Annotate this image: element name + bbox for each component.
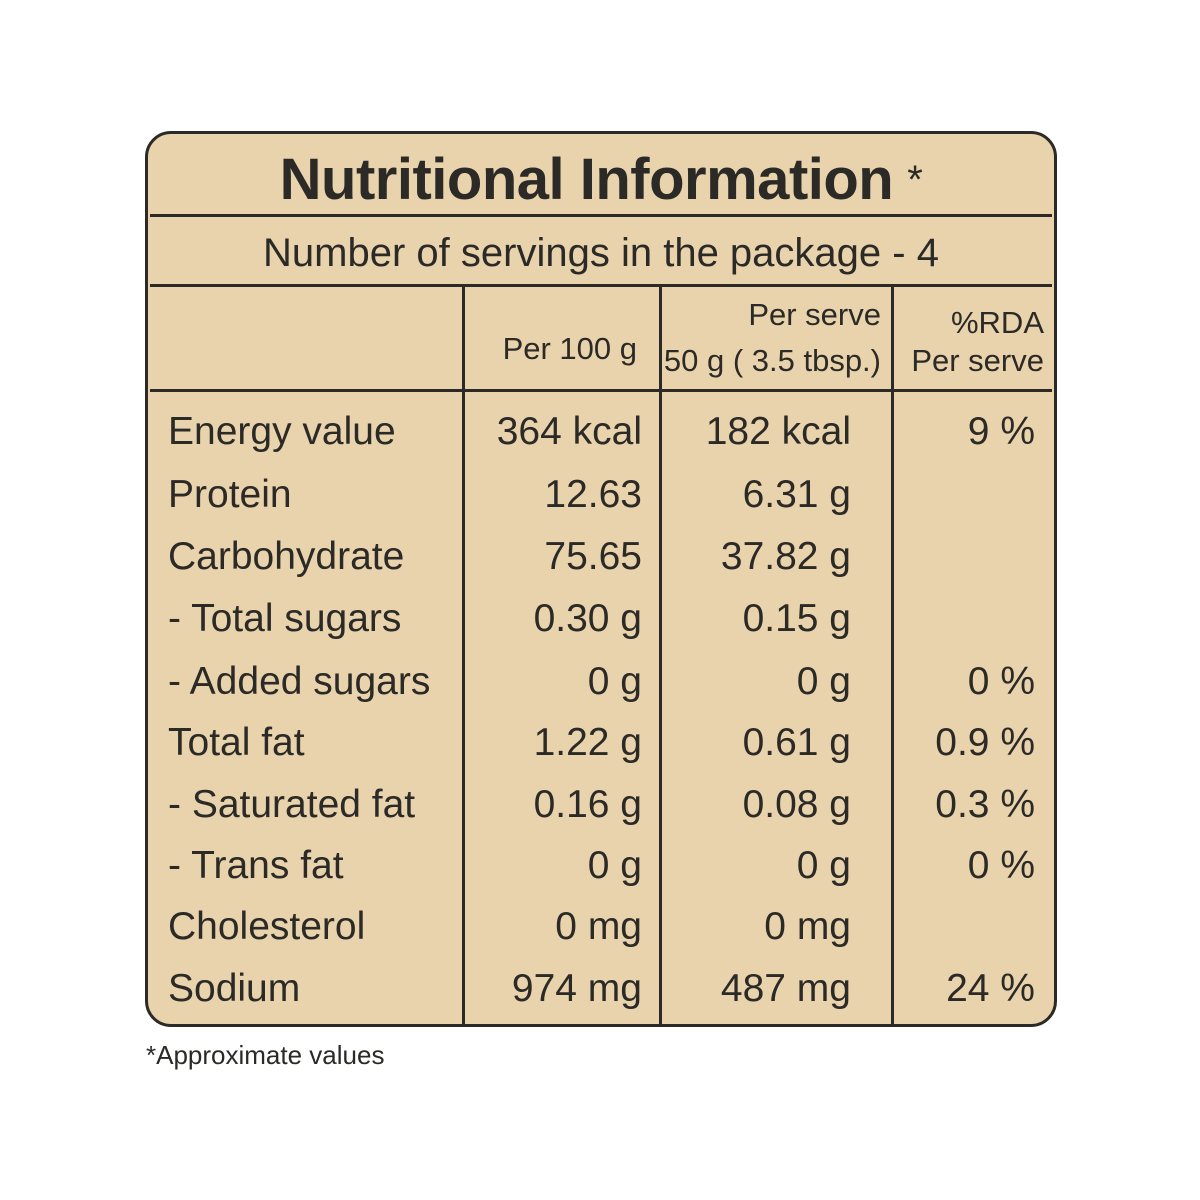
divider-header: [150, 389, 1052, 392]
nutrition-label: Nutritional Information * Number of servi…: [145, 131, 1057, 1027]
title-asterisk: *: [907, 158, 923, 202]
nutrient-row: - Trans fat 0 g 0 g 0 %: [148, 835, 1054, 897]
value-per-100g: 12.63: [544, 473, 642, 516]
nutrient-name: - Added sugars: [168, 660, 431, 703]
header-per-serve: Per serve: [748, 297, 881, 332]
value-per-serve: 0.61 g: [742, 721, 851, 764]
nutrient-name: Energy value: [168, 410, 396, 453]
nutrition-title: Nutritional Information *: [148, 148, 1054, 212]
value-rda: 0.9 %: [935, 721, 1035, 764]
column-divider-1: [462, 286, 465, 1024]
value-per-serve: 6.31 g: [742, 473, 851, 516]
value-per-100g: 0 mg: [555, 905, 642, 948]
value-per-serve: 37.82 g: [720, 535, 851, 578]
value-per-serve: 487 mg: [720, 967, 851, 1010]
nutrient-name: - Total sugars: [168, 597, 402, 640]
value-per-serve: 0.15 g: [742, 597, 851, 640]
nutrient-row: Protein 12.63 6.31 g: [148, 464, 1054, 526]
title-text: Nutritional Information: [279, 147, 894, 212]
nutrient-row: Sodium 974 mg 487 mg 24 %: [148, 958, 1054, 1020]
header-serve-size: 50 g ( 3.5 tbsp.): [663, 343, 881, 378]
divider-servings: [150, 284, 1052, 287]
value-per-100g: 1.22 g: [533, 721, 642, 764]
column-divider-2: [659, 286, 662, 1024]
value-per-100g: 0 g: [587, 844, 642, 887]
nutrient-row: Total fat 1.22 g 0.61 g 0.9 %: [148, 712, 1054, 774]
column-divider-3: [891, 286, 894, 1024]
servings-count: Number of servings in the package - 4: [263, 231, 939, 275]
value-per-100g: 75.65: [544, 535, 642, 578]
value-per-serve: 0.08 g: [742, 783, 851, 826]
nutrient-row: - Total sugars 0.30 g 0.15 g: [148, 588, 1054, 650]
nutrient-name: Protein: [168, 473, 292, 516]
value-rda: 0.3 %: [935, 783, 1035, 826]
header-rda-per-serve: Per serve: [911, 343, 1044, 378]
nutrient-name: Cholesterol: [168, 905, 366, 948]
value-rda: 9 %: [967, 410, 1035, 453]
nutrient-name: - Saturated fat: [168, 783, 416, 826]
nutrient-row: Cholesterol 0 mg 0 mg: [148, 896, 1054, 958]
value-rda: 24 %: [946, 967, 1035, 1010]
header-rda: %RDA: [950, 305, 1044, 340]
header-per-100g: Per 100 g: [502, 331, 637, 366]
value-rda: 0 %: [967, 844, 1035, 887]
nutrient-row: - Added sugars 0 g 0 g 0 %: [148, 651, 1054, 713]
nutrient-name: Total fat: [168, 721, 305, 764]
value-per-serve: 182 kcal: [705, 410, 851, 453]
value-per-serve: 0 mg: [764, 905, 851, 948]
value-per-100g: 364 kcal: [496, 410, 642, 453]
value-per-serve: 0 g: [796, 660, 851, 703]
nutrient-name: - Trans fat: [168, 844, 344, 887]
divider-title: [150, 214, 1052, 217]
nutrient-row: Energy value 364 kcal 182 kcal 9 %: [148, 401, 1054, 463]
nutrient-name: Carbohydrate: [168, 535, 405, 578]
nutrient-name: Sodium: [168, 967, 301, 1010]
nutrient-row: Carbohydrate 75.65 37.82 g: [148, 526, 1054, 588]
value-per-100g: 974 mg: [511, 967, 642, 1010]
value-per-serve: 0 g: [796, 844, 851, 887]
footnote-approximate: *Approximate values: [146, 1040, 385, 1070]
value-per-100g: 0.16 g: [533, 783, 642, 826]
value-rda: 0 %: [967, 660, 1035, 703]
value-per-100g: 0.30 g: [533, 597, 642, 640]
value-per-100g: 0 g: [587, 660, 642, 703]
nutrient-row: - Saturated fat 0.16 g 0.08 g 0.3 %: [148, 774, 1054, 836]
